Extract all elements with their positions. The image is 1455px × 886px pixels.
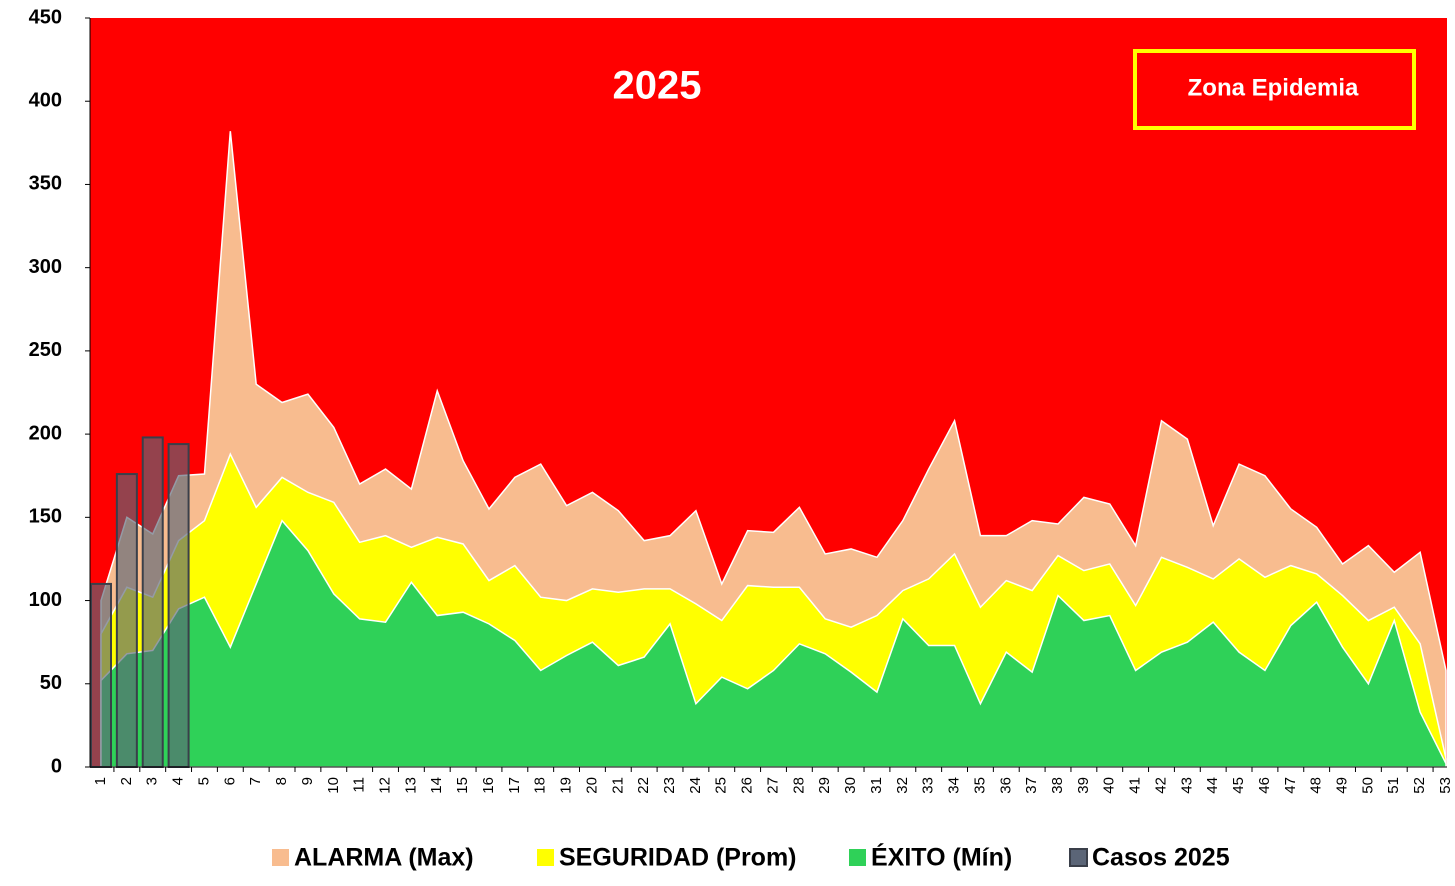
x-tick-label: 34: [946, 777, 963, 794]
y-tick-label: 450: [29, 6, 62, 28]
y-tick-label: 0: [51, 755, 62, 777]
legend-label: ALARMA (Max): [294, 844, 474, 872]
x-tick-label: 24: [687, 777, 704, 794]
y-tick-label: 200: [29, 422, 62, 444]
x-tick-label: 26: [739, 777, 756, 794]
y-tick-label: 400: [29, 90, 62, 112]
x-tick-label: 46: [1256, 777, 1273, 794]
annotation-box: [1133, 49, 1416, 130]
annotation: Zona Epidemia: [1188, 74, 1359, 101]
x-tick-label: 52: [1411, 777, 1428, 794]
x-tick-label: 40: [1101, 777, 1118, 794]
y-tick-label: 100: [29, 589, 62, 611]
x-tick-label: 16: [480, 777, 497, 794]
x-tick-label: 1: [92, 777, 109, 785]
x-tick-label: 38: [1049, 777, 1066, 794]
x-tick-label: 6: [221, 777, 238, 785]
x-tick-label: 31: [868, 777, 885, 794]
y-tick-label: 250: [29, 339, 62, 361]
x-tick-label: 17: [506, 777, 523, 794]
x-tick-label: 4: [170, 777, 187, 785]
x-tick-label: 29: [816, 777, 833, 794]
x-tick-label: 35: [971, 777, 988, 794]
x-tick-label: 9: [299, 777, 316, 785]
x-tick-label: 21: [609, 777, 626, 794]
chart-title: 2025: [613, 64, 702, 108]
legend-label: ÉXITO (Mín): [871, 843, 1012, 872]
y-tick-label: 150: [29, 506, 62, 528]
x-tick-label: 45: [1230, 777, 1247, 794]
x-tick-label: 7: [247, 777, 264, 785]
x-tick-label: 42: [1152, 777, 1169, 794]
x-tick-label: 3: [144, 777, 161, 785]
y-tick-label: 350: [29, 173, 62, 195]
x-tick-label: 27: [764, 777, 781, 794]
x-tick-label: 25: [713, 777, 730, 794]
x-tick-label: 37: [1023, 777, 1040, 794]
legend-swatch: [849, 849, 866, 866]
legend-label: Casos 2025: [1092, 844, 1230, 872]
x-tick-label: 5: [195, 777, 212, 785]
x-tick-label: 47: [1282, 777, 1299, 794]
legend-swatch: [1069, 848, 1088, 867]
y-tick-label: 50: [40, 672, 62, 694]
bar: [167, 443, 190, 768]
x-tick-label: 49: [1334, 777, 1351, 794]
x-tick-label: 23: [661, 777, 678, 794]
x-tick-label: 14: [428, 777, 445, 794]
bar: [115, 473, 138, 768]
x-tick-label: 10: [325, 777, 342, 794]
y-tick-label: 300: [29, 256, 62, 278]
legend-label: SEGURIDAD (Prom): [559, 844, 797, 872]
x-tick-label: 8: [273, 777, 290, 785]
x-tick-label: 43: [1178, 777, 1195, 794]
bar: [141, 436, 164, 768]
x-tick-label: 20: [583, 777, 600, 794]
x-tick-label: 28: [790, 777, 807, 794]
x-tick-label: 50: [1359, 777, 1376, 794]
x-tick-label: 22: [635, 777, 652, 794]
x-tick-label: 12: [376, 777, 393, 794]
x-tick-label: 13: [402, 777, 419, 794]
x-tick-label: 18: [532, 777, 549, 794]
x-tick-label: 53: [1437, 777, 1454, 794]
x-tick-label: 48: [1308, 777, 1325, 794]
x-tick-label: 11: [351, 777, 368, 793]
x-tick-label: 44: [1204, 777, 1221, 794]
x-tick-label: 30: [842, 777, 859, 794]
x-tick-label: 39: [1075, 777, 1092, 794]
x-tick-label: 36: [997, 777, 1014, 794]
area: [100, 519, 1447, 768]
x-tick-label: 51: [1385, 777, 1402, 794]
x-tick-label: 2: [118, 777, 135, 785]
x-tick-label: 15: [454, 777, 471, 794]
legend-swatch: [272, 849, 289, 866]
x-tick-label: 41: [1127, 777, 1144, 794]
x-tick-label: 19: [558, 777, 575, 794]
x-tick-label: 32: [894, 777, 911, 794]
legend-swatch: [537, 849, 554, 866]
bar: [90, 582, 112, 769]
x-tick-label: 33: [920, 777, 937, 794]
